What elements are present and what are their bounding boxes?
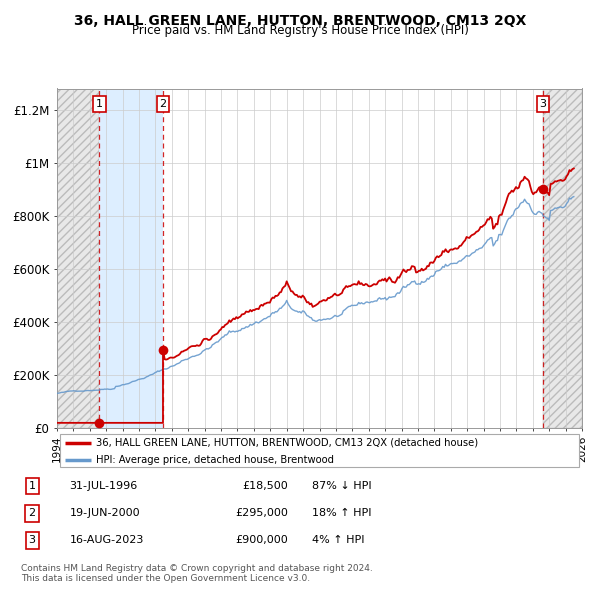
Text: 19-JUN-2000: 19-JUN-2000 [70,509,140,519]
Bar [163,88,543,428]
Text: 18% ↑ HPI: 18% ↑ HPI [311,509,371,519]
Text: 87% ↓ HPI: 87% ↓ HPI [311,481,371,491]
Text: 16-AUG-2023: 16-AUG-2023 [70,536,144,546]
Text: 3: 3 [29,536,35,546]
Text: 2: 2 [160,99,167,109]
Text: 4% ↑ HPI: 4% ↑ HPI [311,536,364,546]
Bar [57,88,100,428]
Text: 36, HALL GREEN LANE, HUTTON, BRENTWOOD, CM13 2QX (detached house): 36, HALL GREEN LANE, HUTTON, BRENTWOOD, … [97,438,479,448]
Text: Price paid vs. HM Land Registry's House Price Index (HPI): Price paid vs. HM Land Registry's House … [131,24,469,37]
Text: Contains HM Land Registry data © Crown copyright and database right 2024.
This d: Contains HM Land Registry data © Crown c… [21,564,373,583]
Text: 31-JUL-1996: 31-JUL-1996 [70,481,138,491]
FancyBboxPatch shape [59,434,580,467]
Bar [100,88,163,428]
Text: £900,000: £900,000 [236,536,289,546]
Bar [543,88,582,428]
Text: 1: 1 [96,99,103,109]
Text: £295,000: £295,000 [236,509,289,519]
Text: 1: 1 [29,481,35,491]
Text: 3: 3 [539,99,547,109]
Text: HPI: Average price, detached house, Brentwood: HPI: Average price, detached house, Bren… [97,455,334,465]
Text: £18,500: £18,500 [243,481,289,491]
Text: 36, HALL GREEN LANE, HUTTON, BRENTWOOD, CM13 2QX: 36, HALL GREEN LANE, HUTTON, BRENTWOOD, … [74,14,526,28]
Text: 2: 2 [29,509,36,519]
